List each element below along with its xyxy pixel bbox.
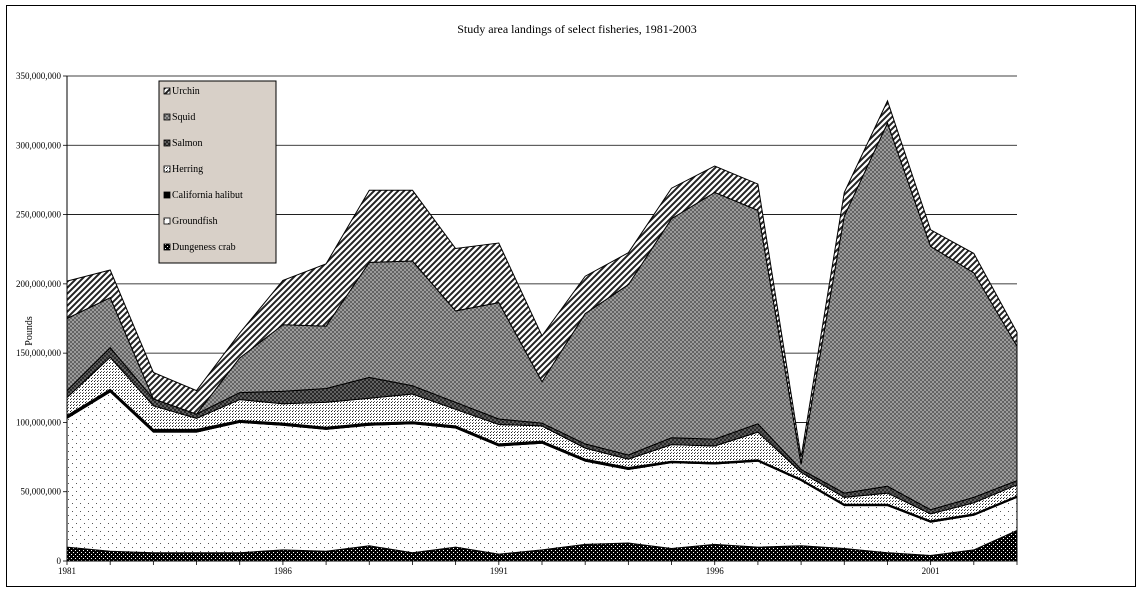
legend-label: California halibut [172,190,243,201]
y-tick-label: 350,000,000 [16,71,62,81]
y-axis-label: Pounds [24,316,35,346]
y-tick-label: 300,000,000 [16,140,62,150]
legend-swatch [163,165,171,173]
x-tick-label: 1991 [490,566,508,576]
x-tick-label: 1986 [274,566,293,576]
y-tick-label: 100,000,000 [16,417,62,427]
legend-label: Groundfish [172,216,218,227]
legend-swatch [163,191,171,199]
legend-swatch [163,113,171,121]
legend-label: Salmon [172,138,203,149]
legend-label: Herring [172,164,203,175]
x-tick-label: 1996 [706,566,725,576]
chart-frame: 0 50,000,000 100,000,000 150,000,000 200,000… [6,5,1136,587]
legend-label: Urchin [172,86,200,97]
y-tick-label: 250,000,000 [16,210,62,220]
legend: Urchin Squid Salmon Herring California halib… [158,80,277,264]
legend-swatch [163,139,171,147]
axes: 0 50,000,000 100,000,000 150,000,000 200,000… [16,71,1018,576]
legend-swatch [163,243,171,251]
legend-label: Dungeness crab [172,242,236,253]
x-tick-label: 2001 [922,566,940,576]
stacked-area-chart: 0 50,000,000 100,000,000 150,000,000 200,000… [16,22,1018,576]
legend-label: Squid [172,112,195,123]
x-tick-label: 1981 [58,566,76,576]
area-series [66,99,1018,562]
legend-swatch [163,87,171,95]
legend-box [158,80,277,264]
legend-swatch [163,217,171,225]
y-tick-label: 50,000,000 [21,487,62,497]
area-urchin [66,99,1018,465]
chart-title: Study area landings of select fisheries,… [457,22,697,36]
y-tick-label: 150,000,000 [16,348,62,358]
y-tick-label: 200,000,000 [16,279,62,289]
y-tick-label: 0 [57,556,62,566]
